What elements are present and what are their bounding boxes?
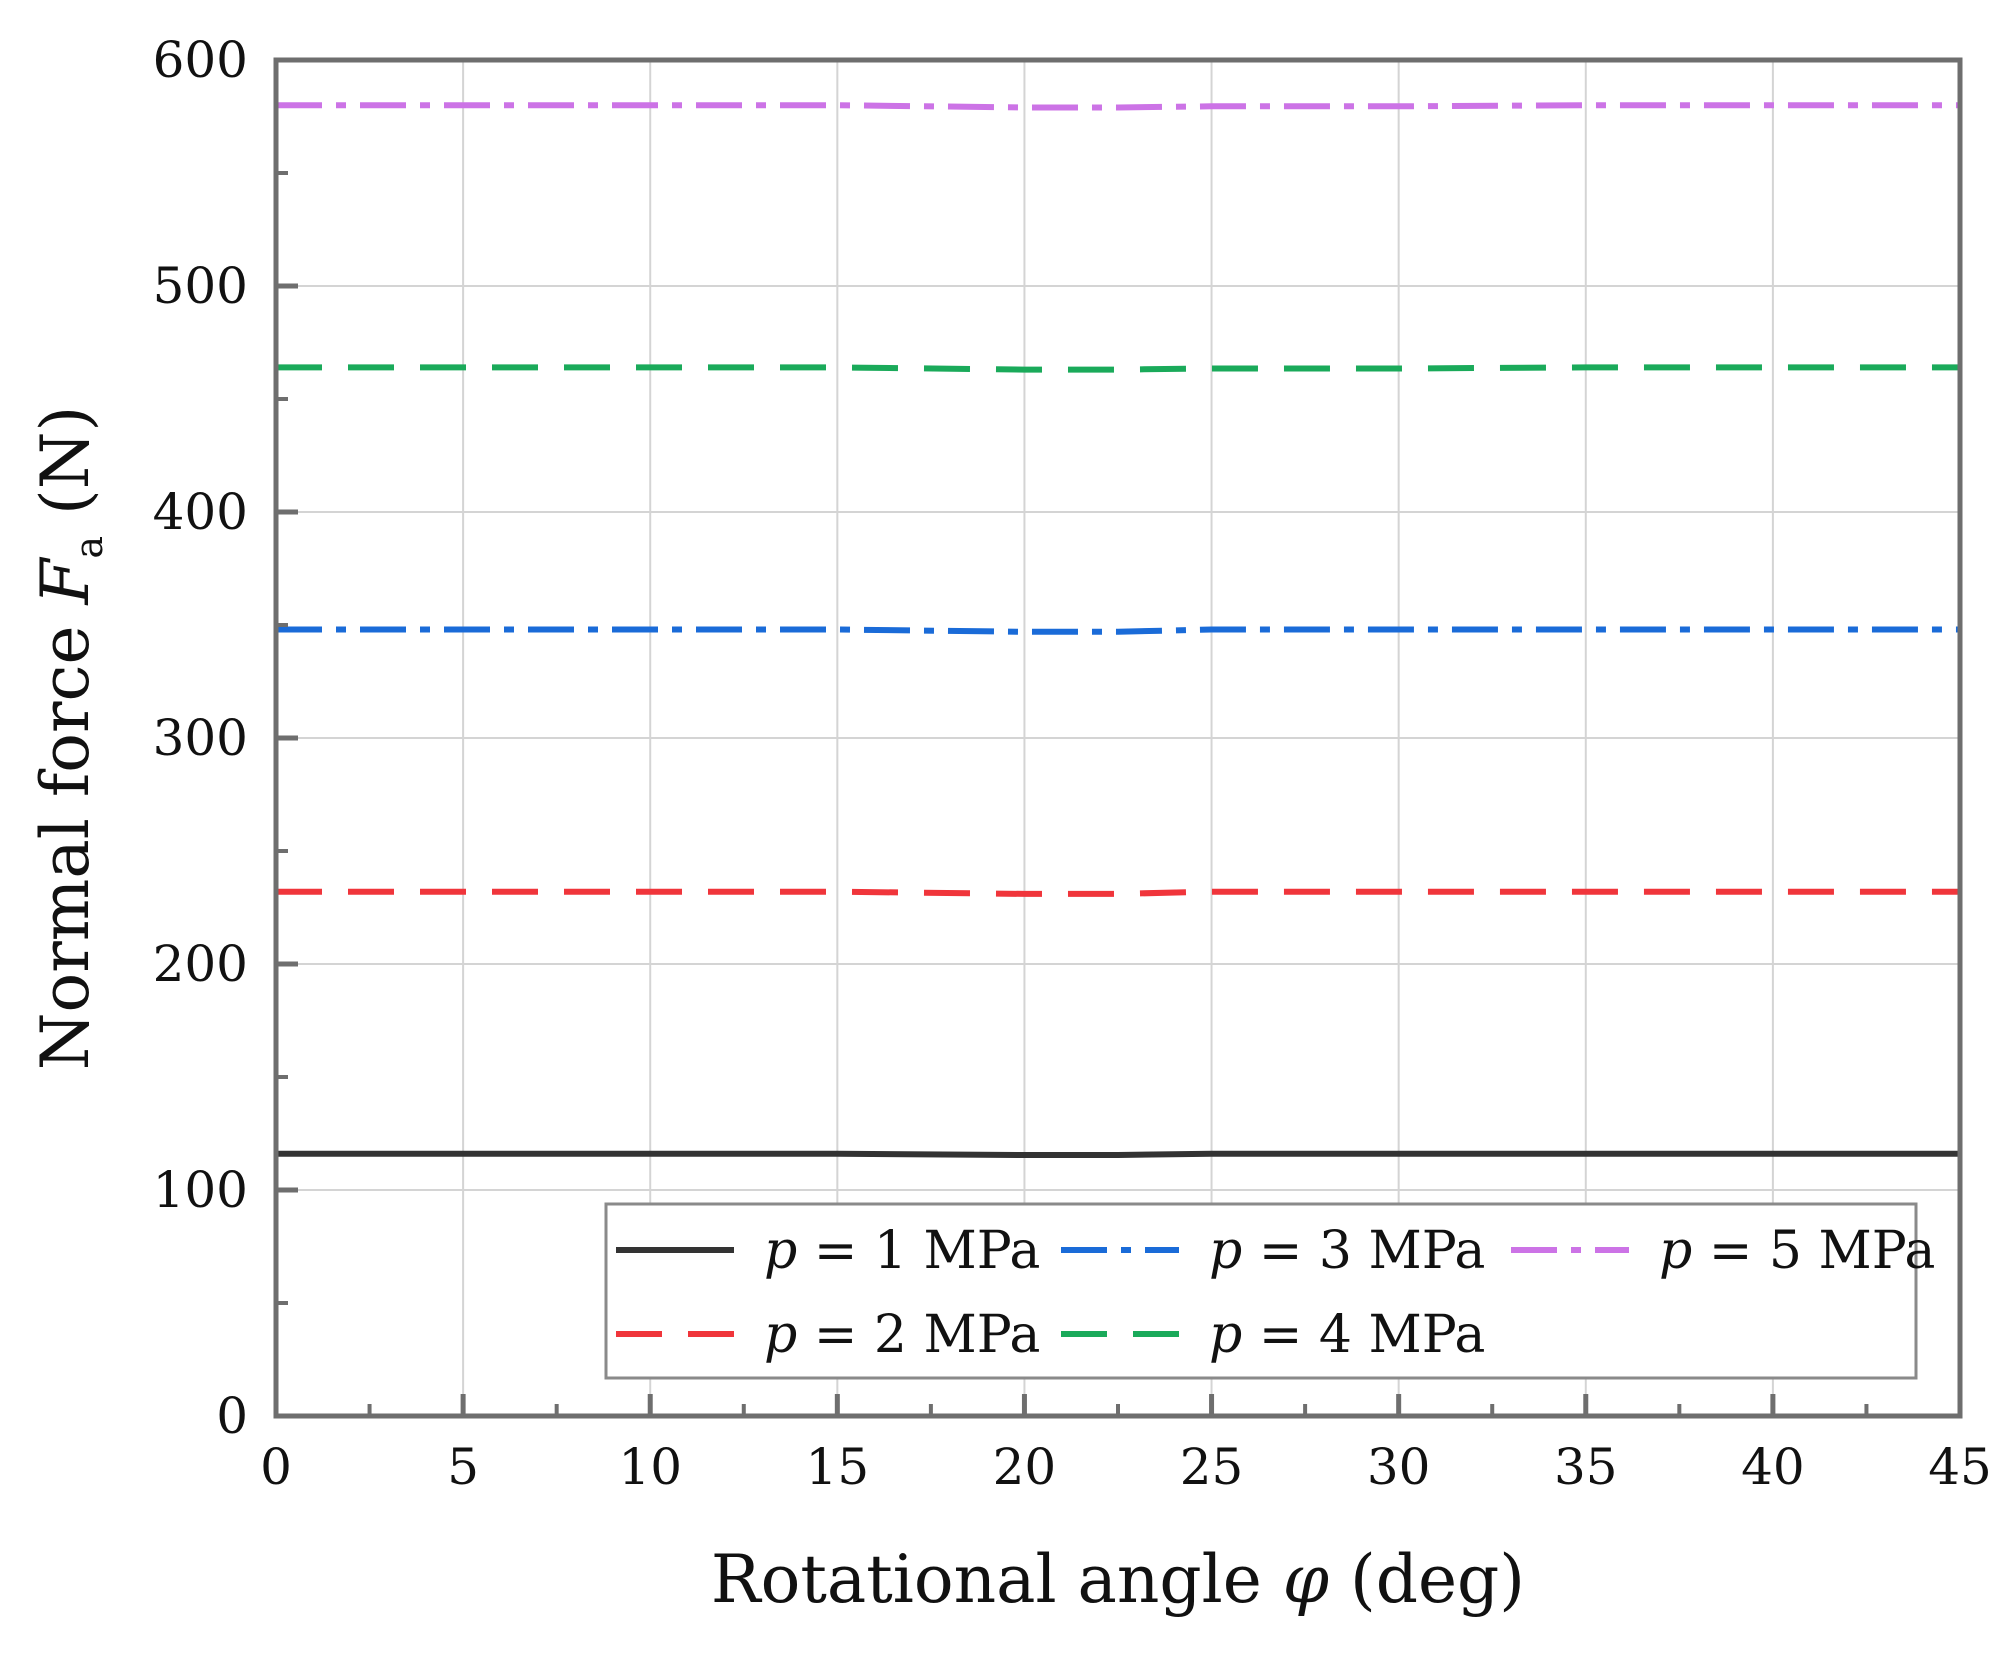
grid-lines (276, 60, 1960, 1416)
x-tick-label: 40 (1741, 1438, 1805, 1496)
y-tick-label: 600 (153, 31, 248, 89)
legend-label-3: p = 3 MPa (1209, 1221, 1485, 1281)
y-tick-label: 0 (216, 1387, 248, 1445)
series-line-1 (276, 1150, 1960, 1158)
x-tick-label: 35 (1554, 1438, 1618, 1496)
y-tick-label: 400 (153, 483, 248, 541)
legend-value: = 1 MPa (797, 1221, 1040, 1281)
legend-value: = 3 MPa (1242, 1221, 1485, 1281)
x-tick-label: 5 (447, 1438, 479, 1496)
y-tick-label: 300 (153, 709, 248, 767)
series-line-2 (276, 888, 1960, 897)
legend-label-1: p = 1 MPa (764, 1221, 1040, 1281)
legend-label-5: p = 5 MPa (1659, 1221, 1935, 1281)
legend-var: p (1659, 1221, 1692, 1281)
y-axis-title-symbol: F (27, 556, 104, 605)
x-axis-title: Rotational angle φ (deg) (711, 1541, 1525, 1618)
y-axis-title: Normal force Fa (N) (27, 406, 111, 1070)
legend-var: p (764, 1305, 797, 1365)
x-axis-title-symbol: φ (1283, 1541, 1329, 1618)
series-line-4 (276, 364, 1960, 373)
legend-value: = 5 MPa (1692, 1221, 1935, 1281)
series-lines (276, 102, 1960, 1158)
x-tick-label: 30 (1367, 1438, 1431, 1496)
series-line-5 (276, 102, 1960, 111)
legend-var: p (1209, 1221, 1242, 1281)
x-tick-label: 10 (618, 1438, 682, 1496)
legend-label-4: p = 4 MPa (1209, 1305, 1485, 1365)
y-axis-title-subscript: a (67, 536, 111, 559)
x-tick-label: 15 (806, 1438, 870, 1496)
axis-ticks: 0 5 10 15 20 25 30 35 40 45 0 100 200 300 400 500 600 (153, 31, 1992, 1496)
x-axis-title-unit: (deg) (1329, 1541, 1525, 1618)
y-axis-title-unit: (N) (27, 406, 104, 536)
y-tick-label: 200 (153, 935, 248, 993)
series-line-3 (276, 626, 1960, 635)
legend-var: p (764, 1221, 797, 1281)
legend-value: = 2 MPa (797, 1305, 1040, 1365)
y-axis-title-main: Normal force (27, 604, 104, 1070)
legend-value: = 4 MPa (1242, 1305, 1485, 1365)
legend-var: p (1209, 1305, 1242, 1365)
y-tick-label: 500 (153, 257, 248, 315)
legend-label-2: p = 2 MPa (764, 1305, 1040, 1365)
x-tick-label: 25 (1180, 1438, 1244, 1496)
x-tick-label: 0 (260, 1438, 292, 1496)
y-tick-label: 100 (153, 1161, 248, 1219)
x-axis-title-main: Rotational angle (711, 1541, 1283, 1618)
x-tick-label: 20 (993, 1438, 1057, 1496)
legend-box (604, 1202, 1918, 1380)
x-tick-label: 45 (1928, 1438, 1992, 1496)
